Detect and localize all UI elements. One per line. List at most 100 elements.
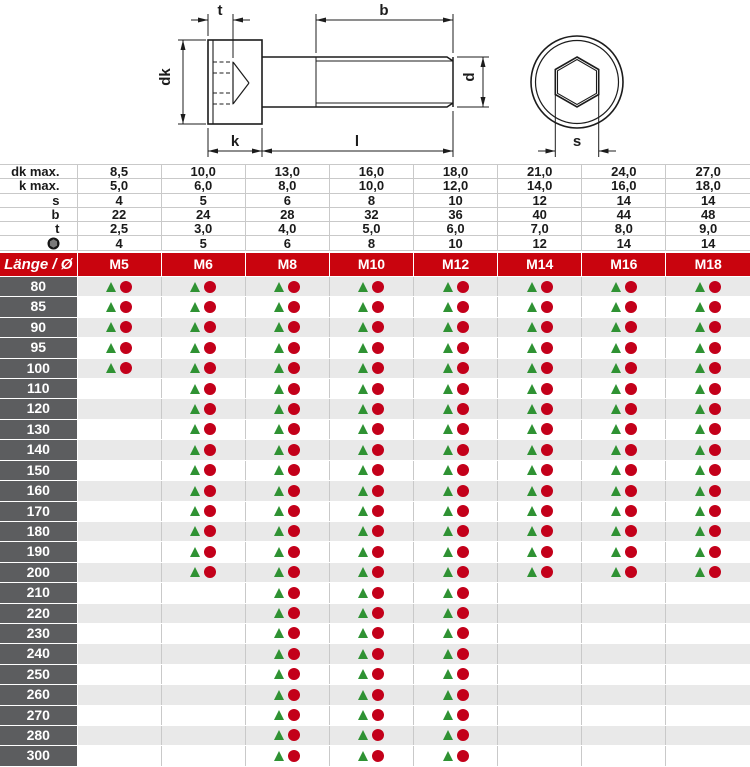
availability-cell (497, 378, 582, 400)
availability-cell (581, 337, 666, 359)
spec-value: 14 (665, 235, 750, 251)
size-row: 180 (0, 521, 750, 543)
spec-row: k max. 5,0 6,0 8,0 10,0 12,0 14,0 16,0 18,0 (0, 178, 750, 194)
spec-value: 10,0 (160, 164, 246, 179)
triangle-marker-icon (274, 750, 285, 761)
triangle-marker-icon (526, 485, 537, 496)
availability-cell (76, 358, 162, 380)
circle-marker-icon (288, 382, 301, 395)
circle-marker-icon (624, 280, 637, 293)
availability-cell (160, 398, 246, 420)
availability-markers (274, 382, 301, 395)
triangle-marker-icon (106, 363, 117, 374)
circle-marker-icon (709, 382, 722, 395)
availability-markers (695, 280, 722, 293)
availability-cell (412, 460, 498, 482)
size-row: 95 (0, 337, 750, 359)
availability-markers (190, 443, 217, 456)
spec-value: 12 (497, 192, 582, 208)
availability-cell (328, 705, 414, 726)
availability-cell (160, 623, 246, 645)
triangle-marker-icon (526, 546, 537, 557)
circle-marker-icon (624, 545, 637, 558)
availability-markers (190, 525, 217, 538)
availability-markers (695, 402, 722, 415)
availability-cell (160, 684, 246, 706)
availability-markers (526, 362, 553, 375)
circle-marker-icon (540, 443, 553, 456)
availability-cell (412, 562, 498, 584)
availability-markers (358, 484, 385, 497)
availability-markers (442, 484, 469, 497)
circle-marker-icon (204, 504, 217, 517)
circle-marker-icon (456, 647, 469, 660)
availability-markers (358, 647, 385, 660)
availability-cell (665, 745, 750, 767)
triangle-marker-icon (190, 363, 201, 374)
availability-markers (610, 545, 637, 558)
triangle-marker-icon (442, 669, 453, 680)
availability-cell (412, 439, 498, 461)
availability-markers (442, 607, 469, 620)
availability-cell (665, 460, 750, 482)
circle-marker-icon (120, 300, 133, 313)
availability-cell (581, 419, 666, 441)
availability-cell (665, 501, 750, 522)
availability-markers (526, 402, 553, 415)
availability-markers (610, 464, 637, 477)
triangle-marker-icon (442, 730, 453, 741)
availability-cell (76, 276, 162, 298)
availability-cell (665, 358, 750, 380)
triangle-marker-icon (695, 322, 706, 333)
triangle-marker-icon (274, 587, 285, 598)
size-row: 100 (0, 358, 750, 380)
circle-marker-icon (624, 504, 637, 517)
triangle-marker-icon (358, 505, 369, 516)
triangle-marker-icon (442, 342, 453, 353)
availability-cell (244, 541, 330, 563)
availability-cell (76, 541, 162, 563)
availability-cell (76, 337, 162, 359)
availability-cell (244, 317, 330, 339)
spec-label: s (0, 192, 77, 208)
availability-markers (358, 423, 385, 436)
availability-cell (160, 562, 246, 584)
availability-markers (695, 300, 722, 313)
circle-marker-icon (288, 545, 301, 558)
circle-marker-icon (540, 423, 553, 436)
triangle-marker-icon (274, 342, 285, 353)
availability-markers (190, 300, 217, 313)
availability-cell (244, 337, 330, 359)
triangle-marker-icon (442, 444, 453, 455)
size-column-header: M8 (244, 253, 330, 278)
availability-cell (497, 296, 582, 318)
availability-cell (581, 398, 666, 420)
triangle-marker-icon (610, 526, 621, 537)
availability-cell (244, 460, 330, 482)
spec-value: 8,0 (244, 178, 330, 194)
circle-marker-icon (456, 668, 469, 681)
length-cell: 240 (0, 643, 77, 665)
availability-cell (412, 378, 498, 400)
availability-markers (274, 341, 301, 354)
availability-cell (328, 439, 414, 461)
circle-marker-icon (624, 443, 637, 456)
length-cell: 300 (0, 745, 77, 767)
availability-markers (274, 729, 301, 742)
spec-value: 6 (244, 235, 330, 251)
availability-cell (581, 296, 666, 318)
triangle-marker-icon (274, 465, 285, 476)
length-cell: 280 (0, 725, 77, 747)
availability-markers (358, 749, 385, 762)
availability-markers (358, 729, 385, 742)
spec-value: 44 (581, 206, 666, 222)
availability-markers (274, 464, 301, 477)
circle-marker-icon (204, 464, 217, 477)
circle-marker-icon (456, 382, 469, 395)
triangle-marker-icon (274, 648, 285, 659)
triangle-marker-icon (442, 689, 453, 700)
availability-cell (665, 603, 750, 624)
circle-marker-icon (288, 341, 301, 354)
availability-markers (526, 566, 553, 579)
